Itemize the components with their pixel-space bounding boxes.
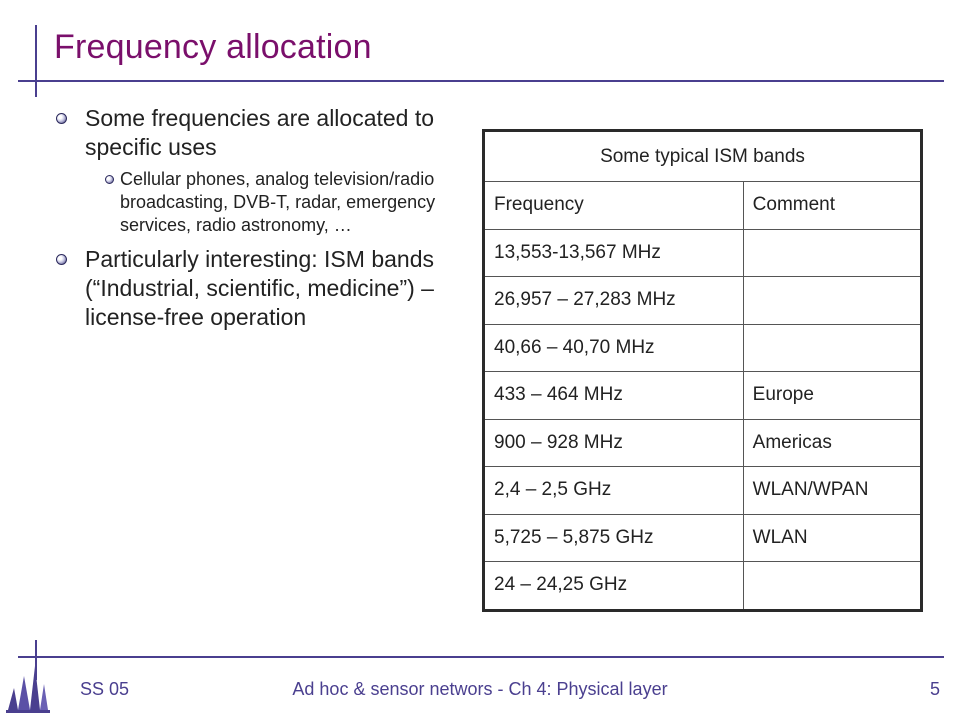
table-caption: Some typical ISM bands <box>483 130 922 182</box>
frequency-cell: 2,4 – 2,5 GHz <box>483 466 744 515</box>
table-header-frequency: Frequency <box>483 181 744 230</box>
bullet-text: Some frequencies are allocated to specif… <box>85 105 435 160</box>
frequency-cell: 5,725 – 5,875 GHz <box>483 513 744 562</box>
footer-title: Ad hoc & sensor networs - Ch 4: Physical… <box>292 679 668 699</box>
sphere-bullet-icon <box>105 175 114 184</box>
table-row: 433 – 464 MHz Europe <box>483 371 923 420</box>
comment-cell <box>742 323 923 372</box>
footer-vertical-rule <box>35 640 37 680</box>
table-row: 24 – 24,25 GHz <box>483 561 923 611</box>
table-row: 5,725 – 5,875 GHz WLAN <box>483 513 923 562</box>
sphere-bullet-icon <box>56 254 67 265</box>
sub-bullet-item: Cellular phones, analog television/radio… <box>50 168 470 237</box>
frequency-cell: 13,553-13,567 MHz <box>483 228 744 277</box>
slide-title: Frequency allocation <box>54 28 372 66</box>
header-vertical-rule <box>35 25 37 97</box>
frequency-cell: 900 – 928 MHz <box>483 418 744 467</box>
header-rule <box>18 80 944 82</box>
ism-bands-table: Some typical ISM bands Frequency Comment… <box>482 129 923 612</box>
table-header-comment: Comment <box>742 181 923 230</box>
table-row: 13,553-13,567 MHz <box>483 228 923 277</box>
frequency-cell: 26,957 – 27,283 MHz <box>483 276 744 325</box>
comment-cell: Europe <box>742 371 923 420</box>
frequency-cell: 40,66 – 40,70 MHz <box>483 323 744 372</box>
frequency-cell: 24 – 24,25 GHz <box>483 561 744 611</box>
bullet-text: Particularly interesting: ISM bands (“In… <box>85 246 434 330</box>
page-number: 5 <box>929 679 940 699</box>
comment-cell: WLAN <box>742 513 923 562</box>
table-caption-row: Some typical ISM bands <box>483 130 922 182</box>
bullet-item: Some frequencies are allocated to specif… <box>50 104 470 162</box>
comment-cell: Americas <box>742 418 923 467</box>
comment-cell <box>742 228 923 277</box>
footer-rule <box>18 656 944 658</box>
comment-cell: WLAN/WPAN <box>742 466 923 515</box>
frequency-cell: 433 – 464 MHz <box>483 371 744 420</box>
comment-cell <box>742 561 923 611</box>
table-row: 2,4 – 2,5 GHz WLAN/WPAN <box>483 466 923 515</box>
table-row: 40,66 – 40,70 MHz <box>483 323 923 372</box>
bullet-list: Some frequencies are allocated to specif… <box>50 104 470 338</box>
table-row: 26,957 – 27,283 MHz <box>483 276 923 325</box>
footer-course: SS 05 <box>80 679 130 699</box>
university-logo-icon <box>6 666 50 713</box>
comment-cell <box>742 276 923 325</box>
sphere-bullet-icon <box>56 113 67 124</box>
sub-bullet-text: Cellular phones, analog television/radio… <box>120 169 436 235</box>
table-header-row: Frequency Comment <box>483 181 923 230</box>
bullet-item: Particularly interesting: ISM bands (“In… <box>50 245 470 332</box>
table-row: 900 – 928 MHz Americas <box>483 418 923 467</box>
